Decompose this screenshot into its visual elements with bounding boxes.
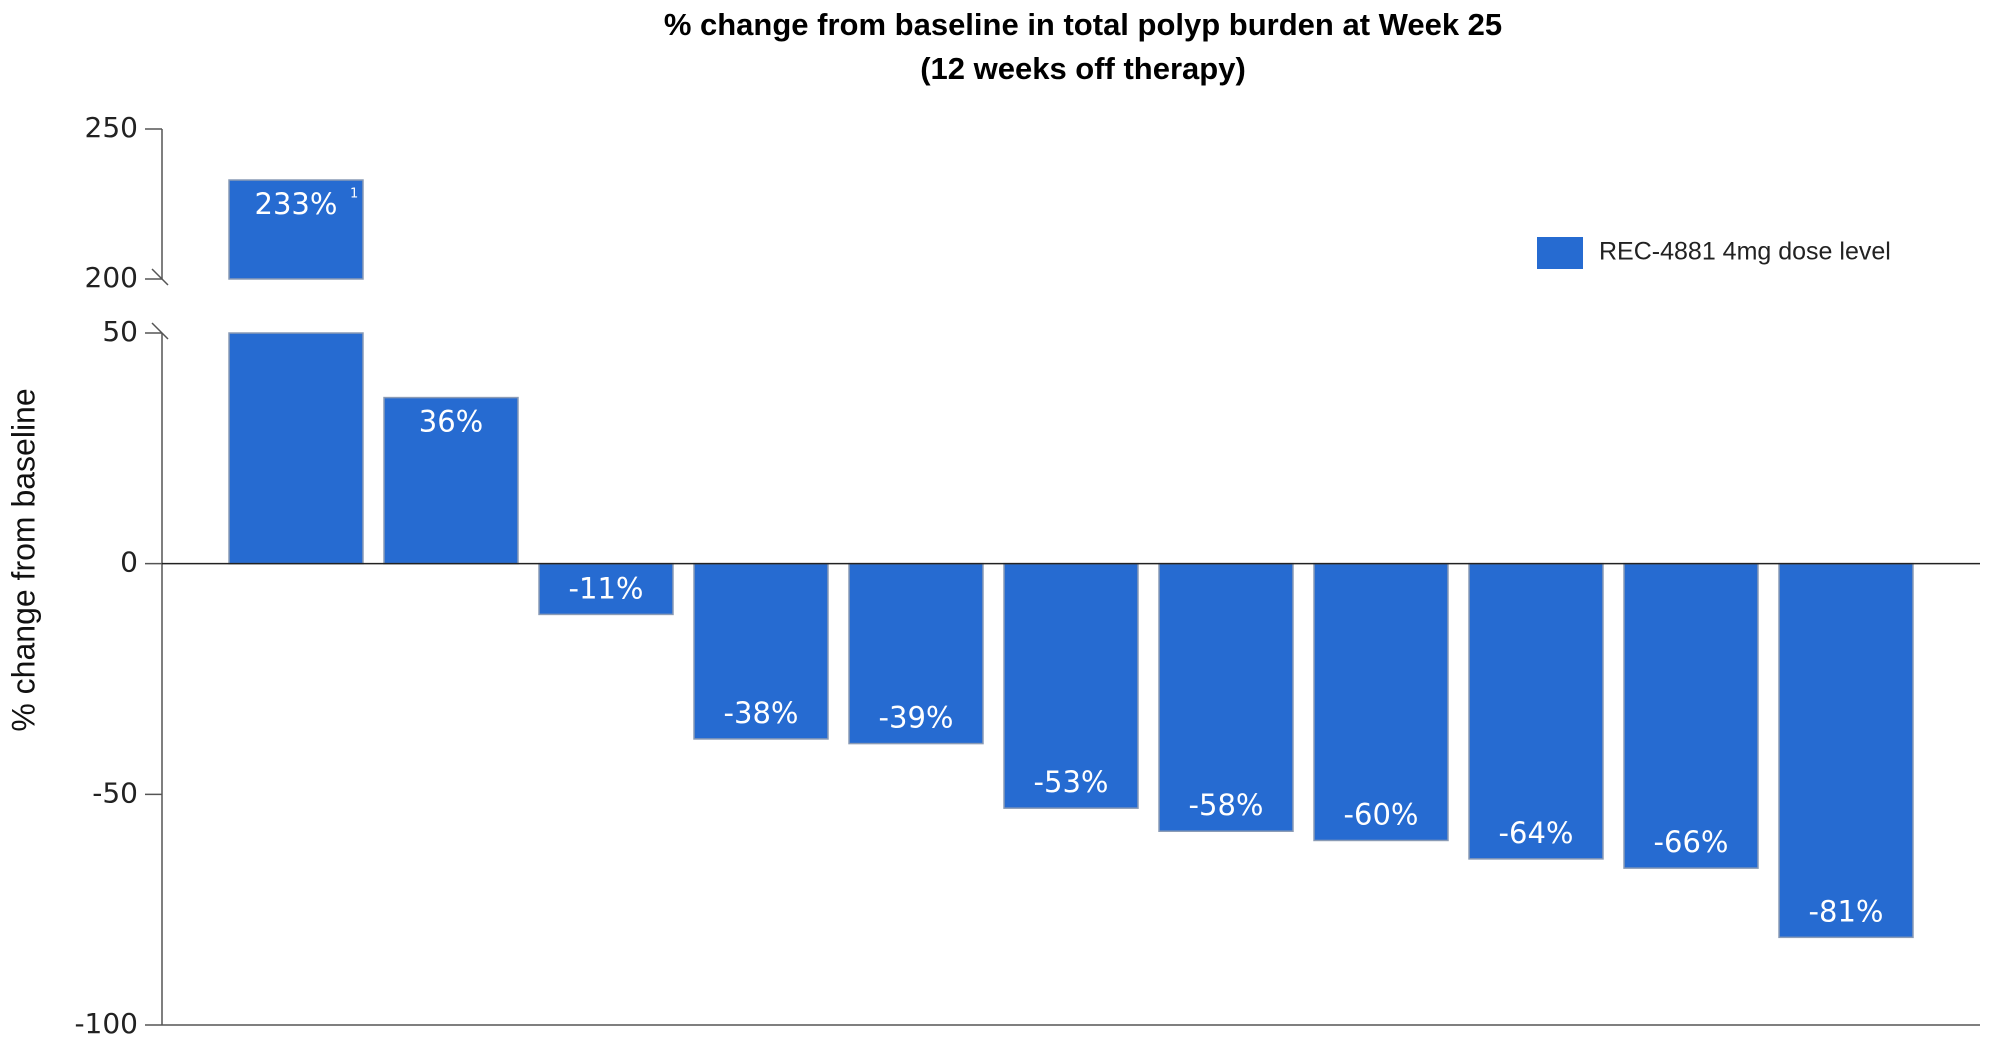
bar — [693, 562, 829, 740]
value-label: -66% — [1654, 825, 1729, 859]
value-label: 233% — [255, 187, 338, 221]
bar — [1778, 562, 1914, 939]
value-label-note: 1 — [350, 187, 358, 202]
value-label: -39% — [879, 701, 954, 735]
value-label: -81% — [1809, 894, 1884, 928]
y-tick-label: 50 — [102, 315, 138, 348]
bar — [228, 179, 364, 280]
value-label: -60% — [1344, 797, 1419, 831]
bar — [1313, 562, 1449, 842]
bar — [1003, 562, 1139, 809]
y-tick-label: 250 — [85, 111, 138, 144]
value-label: -38% — [724, 696, 799, 730]
bar — [848, 562, 984, 745]
y-tick-label: -50 — [92, 776, 138, 809]
y-tick-label: -100 — [74, 1007, 138, 1040]
axis-break — [151, 268, 169, 286]
y-axis-label: % change from baseline — [5, 388, 41, 731]
bar — [1468, 562, 1604, 860]
y-tick-label: 0 — [120, 546, 138, 579]
value-label: -58% — [1189, 788, 1264, 822]
legend-swatch — [1537, 237, 1583, 269]
value-label: 36% — [419, 405, 483, 439]
bar — [1623, 562, 1759, 869]
axis-break — [151, 322, 169, 340]
value-label: -53% — [1034, 765, 1109, 799]
y-tick-label: 200 — [85, 261, 138, 294]
chart-subtitle: (12 weeks off therapy) — [920, 51, 1246, 86]
value-label: -64% — [1499, 816, 1574, 850]
legend-label: REC-4881 4mg dose level — [1599, 238, 1891, 266]
value-label: -11% — [569, 571, 644, 605]
bar — [228, 332, 364, 565]
chart-title: % change from baseline in total polyp bu… — [664, 7, 1502, 42]
